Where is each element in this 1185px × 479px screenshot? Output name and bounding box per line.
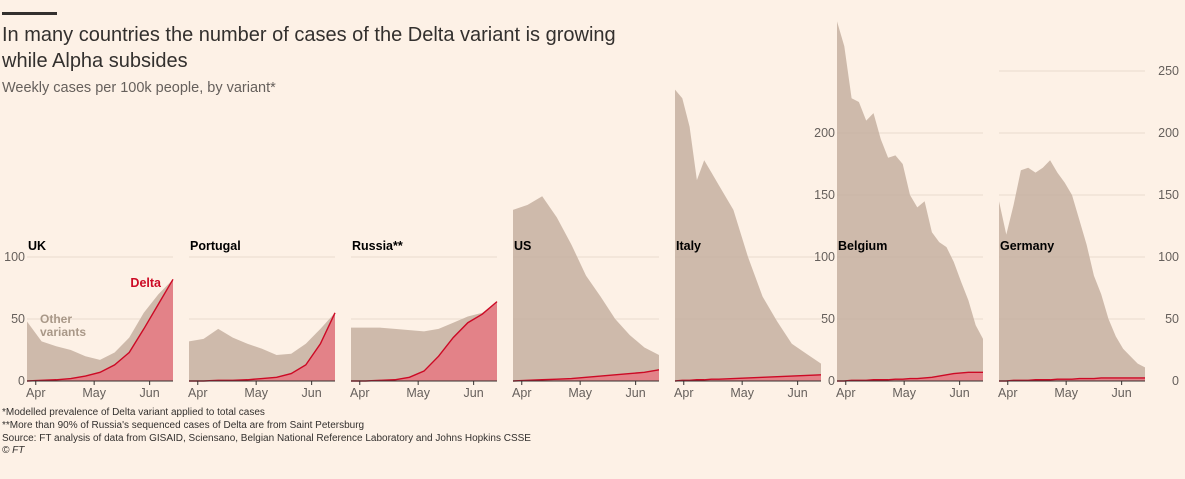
delta-line-germany <box>999 377 1145 382</box>
panel-germany: Germany Apr May Jun 0 50 100 150 200 250 <box>998 64 1179 400</box>
y-tick-label-germany-0: 0 <box>1172 374 1179 388</box>
x-tick-label-uk-may: May <box>82 386 106 400</box>
panel-label-uk: UK <box>28 239 46 253</box>
other-variants-area-belgium <box>837 21 983 382</box>
footnote-delta-model: *Modelled prevalence of Delta variant ap… <box>2 407 265 418</box>
y-tick-label-belgium-50: 50 <box>821 312 835 326</box>
delta-area-belgium <box>837 372 983 381</box>
panel-label-belgium: Belgium <box>838 239 887 253</box>
panel-russia: Russia** Apr May Jun <box>350 239 498 400</box>
other-variants-area-italy <box>675 89 821 381</box>
panel-label-italy: Italy <box>676 239 701 253</box>
y-tick-label-belgium-100: 100 <box>814 250 835 264</box>
annotation-other-line2: variants <box>40 325 86 339</box>
panel-belgium: Belgium Apr May Jun 0 50 100 150 200 <box>814 21 983 400</box>
title-accent-rule <box>2 12 57 15</box>
delta-line-us <box>512 369 660 382</box>
y-tick-label-germany-250: 250 <box>1158 64 1179 78</box>
delta-line-belgium <box>837 371 983 382</box>
x-tick-label-russia-apr: Apr <box>350 386 369 400</box>
y-tick-label-belgium-0: 0 <box>828 374 835 388</box>
delta-area-us <box>513 369 659 381</box>
source-note: Source: FT analysis of data from GISAID,… <box>2 432 531 444</box>
x-tick-label-italy-may: May <box>730 386 754 400</box>
x-tick-label-us-may: May <box>568 386 592 400</box>
x-tick-label-uk-apr: Apr <box>26 386 45 400</box>
x-tick-label-russia-may: May <box>406 386 430 400</box>
delta-area-uk <box>27 279 173 381</box>
panel-portugal: Portugal Apr May Jun <box>188 239 336 400</box>
x-tick-label-portugal-may: May <box>244 386 268 400</box>
x-tick-label-belgium-jun: Jun <box>950 386 970 400</box>
delta-line-uk <box>26 278 174 382</box>
x-tick-label-belgium-may: May <box>892 386 916 400</box>
x-tick-label-italy-apr: Apr <box>674 386 693 400</box>
y-tick-label-germany-100: 100 <box>1158 250 1179 264</box>
footnotes: *Modelled prevalence of Delta variant ap… <box>2 407 531 458</box>
x-tick-label-germany-jun: Jun <box>1112 386 1132 400</box>
x-tick-label-germany-may: May <box>1054 386 1078 400</box>
y-tick-label-uk-50: 50 <box>11 312 25 326</box>
delta-area-portugal <box>189 312 335 381</box>
panel-us: US Apr May Jun <box>512 196 660 400</box>
y-tick-label-belgium-150: 150 <box>814 188 835 202</box>
ft-copyright: © FT <box>2 445 25 457</box>
x-tick-label-portugal-jun: Jun <box>302 386 322 400</box>
x-tick-label-uk-jun: Jun <box>140 386 160 400</box>
panel-label-russia: Russia** <box>352 239 403 253</box>
panel-label-portugal: Portugal <box>190 239 241 253</box>
chart-subtitle: Weekly cases per 100k people, by variant… <box>2 80 276 96</box>
chart-title: In many countries the number of cases of… <box>2 24 616 72</box>
y-tick-label-uk-0: 0 <box>18 374 25 388</box>
x-tick-label-portugal-apr: Apr <box>188 386 207 400</box>
y-tick-label-uk-100: 100 <box>4 250 25 264</box>
panel-label-us: US <box>514 239 531 253</box>
y-tick-label-germany-50: 50 <box>1165 312 1179 326</box>
annotation-delta: Delta <box>130 276 162 290</box>
y-tick-label-belgium-200: 200 <box>814 126 835 140</box>
annotation-other-line1: Other <box>40 312 72 326</box>
delta-area-russia <box>351 301 497 381</box>
footnote-russia: **More than 90% of Russia's sequenced ca… <box>2 419 365 431</box>
x-tick-label-us-jun: Jun <box>626 386 646 400</box>
y-tick-label-germany-200: 200 <box>1158 126 1179 140</box>
x-tick-label-belgium-apr: Apr <box>836 386 855 400</box>
x-tick-label-italy-jun: Jun <box>788 386 808 400</box>
panel-uk: UK Apr May Jun 0 50 100 <box>4 239 174 400</box>
x-tick-label-germany-apr: Apr <box>998 386 1017 400</box>
x-tick-label-russia-jun: Jun <box>464 386 484 400</box>
panel-italy: Italy Apr May Jun <box>674 89 822 400</box>
other-variants-area-portugal <box>189 312 335 381</box>
x-tick-label-us-apr: Apr <box>512 386 531 400</box>
panel-label-germany: Germany <box>1000 239 1054 253</box>
delta-line-italy <box>674 374 822 382</box>
other-variants-area-germany <box>999 160 1145 381</box>
y-tick-label-germany-150: 150 <box>1158 188 1179 202</box>
other-variants-area-us <box>513 196 659 381</box>
